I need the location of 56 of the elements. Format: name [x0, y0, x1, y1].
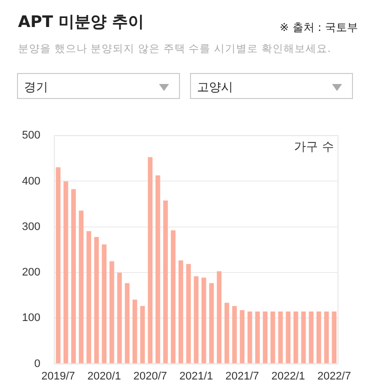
bar [178, 260, 184, 364]
x-tick-label: 2022/1 [271, 370, 305, 382]
bar [78, 210, 84, 364]
bar [124, 283, 130, 364]
bar [301, 311, 306, 364]
x-tick-label: 2021/1 [179, 370, 214, 382]
bar [332, 311, 336, 364]
bar [278, 311, 283, 364]
bar [255, 311, 260, 364]
bar [102, 244, 107, 364]
bar [232, 306, 237, 364]
bar [202, 278, 206, 364]
bar [248, 311, 252, 364]
text: 경기 [24, 80, 48, 94]
bar [262, 311, 268, 364]
chart-title: APT 미분양 추이 [18, 12, 144, 33]
x-tick-label: 2021/7 [225, 370, 259, 382]
bar [270, 311, 276, 364]
y-tick-label: 500 [22, 130, 40, 142]
bar [240, 310, 245, 364]
y-tick-label: 300 [22, 220, 40, 233]
bar [170, 230, 176, 364]
bar [140, 306, 145, 364]
bar [132, 300, 138, 364]
bar [194, 276, 199, 364]
bar [56, 167, 61, 364]
bar [316, 311, 322, 364]
bar [163, 200, 168, 364]
x-tick-label: 2019/7 [41, 370, 76, 382]
bar [148, 157, 153, 364]
y-tick-label: 200 [22, 266, 40, 279]
bar [156, 175, 160, 364]
chart-subtitle: 분양을 했으나 분양되지 않은 주택 수를 시기별로 확인해보세요. [18, 42, 331, 56]
text: 고양시 [197, 80, 233, 94]
text: ※ 출처 : 국토부 [280, 20, 358, 35]
bar [294, 311, 298, 364]
bar [64, 181, 68, 364]
bar [94, 237, 99, 364]
bar [224, 302, 230, 364]
x-tick-label: 2022/7 [317, 370, 351, 382]
y-tick-label: 400 [22, 175, 40, 188]
bar [86, 231, 92, 364]
x-tick-label: 2020/1 [87, 370, 122, 382]
bar [216, 271, 222, 364]
bar [209, 283, 214, 364]
bar [286, 311, 290, 364]
bar [71, 189, 76, 364]
bar [308, 311, 314, 364]
x-tick-label: 2020/7 [133, 370, 168, 382]
y-tick-label: 100 [22, 312, 40, 324]
bar [324, 311, 329, 364]
bar [117, 272, 122, 364]
y-tick-label: 0 [34, 358, 40, 370]
bar [186, 264, 191, 364]
bar [110, 261, 114, 364]
y-axis-title: 가구 수 [294, 140, 334, 154]
